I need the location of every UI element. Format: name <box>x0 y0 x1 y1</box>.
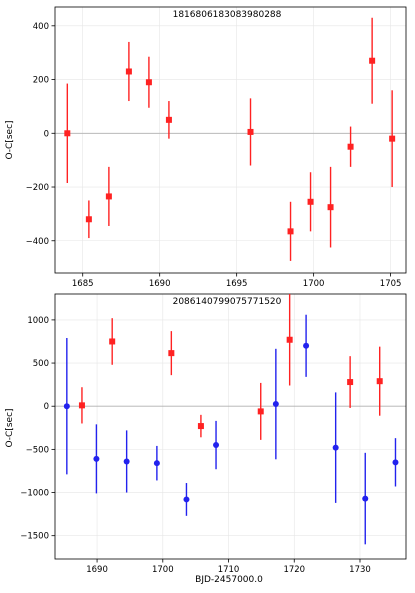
plot-frame <box>54 293 407 560</box>
data-point <box>389 135 396 142</box>
data-point <box>64 130 71 137</box>
data-point <box>392 459 399 466</box>
y-tick-label: 400 <box>33 22 49 32</box>
data-point <box>257 408 264 415</box>
y-axis-label: O-C[sec] <box>5 120 15 159</box>
x-tick-label: 1720 <box>283 565 305 575</box>
data-series <box>63 314 399 545</box>
x-tick-label: 1700 <box>152 565 174 575</box>
x-tick-label: 1690 <box>86 565 108 575</box>
y-tick-label: 0 <box>44 129 49 139</box>
data-point <box>165 116 172 123</box>
data-point <box>168 350 175 357</box>
y-tick-label: −200 <box>26 183 49 193</box>
x-tick-label: 1690 <box>149 279 171 289</box>
y-tick-label: 0 <box>44 402 49 412</box>
x-tick-label: 1685 <box>72 279 94 289</box>
y-tick-label: −1000 <box>20 489 49 499</box>
data-point <box>109 338 116 345</box>
data-point <box>93 455 100 462</box>
data-point <box>197 423 204 430</box>
data-series <box>78 294 383 440</box>
x-tick-label: 1695 <box>226 279 248 289</box>
data-point <box>362 495 369 502</box>
data-point <box>327 204 334 211</box>
data-point <box>85 216 92 223</box>
y-tick-label: −500 <box>26 445 49 455</box>
data-point <box>105 193 112 200</box>
data-point <box>376 378 383 385</box>
x-tick-label: 1730 <box>349 565 371 575</box>
y-tick-label: 200 <box>33 76 49 86</box>
x-axis-label: BJD-2457000.0 <box>195 575 263 585</box>
x-tick-label: 1705 <box>380 279 402 289</box>
grid-and-axes: 1690 1700 1710 1720 1730 −1500 −1000 −500 0 500 10… <box>20 293 407 575</box>
grid-and-axes: 1685 1690 1695 1700 1705 −400 −200 0 200 400 <box>26 6 407 289</box>
data-point <box>63 403 70 410</box>
data-point <box>78 402 85 409</box>
data-series <box>64 17 396 261</box>
y-tick-label: 1000 <box>27 316 49 326</box>
data-point <box>332 444 339 451</box>
data-point <box>145 79 152 86</box>
data-point <box>287 228 294 235</box>
bottom-chart: 1690 1700 1710 1720 1730 −1500 −1000 −500 0 500 10… <box>5 293 407 585</box>
chart-title: 1816806183083980288 <box>173 10 282 20</box>
data-point <box>369 57 376 64</box>
x-tick-label: 1700 <box>303 279 325 289</box>
y-axis-label: O-C[sec] <box>5 408 15 447</box>
data-point <box>347 143 354 150</box>
data-point <box>347 379 354 386</box>
y-tick-label: 500 <box>33 359 49 369</box>
data-point <box>213 442 220 449</box>
data-point <box>286 336 293 343</box>
data-point <box>272 401 279 408</box>
data-point <box>153 460 160 467</box>
data-point <box>247 128 254 135</box>
plot-frame <box>54 6 407 274</box>
x-tick-label: 1710 <box>218 565 240 575</box>
y-tick-label: −1500 <box>20 532 49 542</box>
data-point <box>123 458 130 465</box>
top-chart: 1685 1690 1695 1700 1705 −400 −200 0 200 400 1816… <box>5 6 407 289</box>
data-point <box>183 496 190 503</box>
chart-title: 2086140799075771520 <box>173 297 282 307</box>
y-tick-label: −400 <box>26 237 49 247</box>
data-point <box>125 68 132 75</box>
data-point <box>303 342 310 349</box>
data-point <box>307 198 314 205</box>
